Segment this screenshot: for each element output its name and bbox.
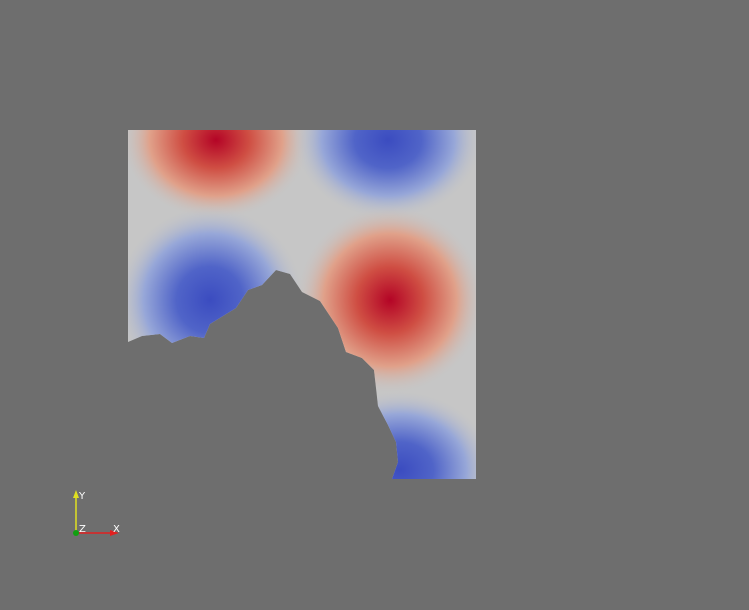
field-trough-bottom-right (305, 390, 476, 479)
field-peak-mid-right (295, 205, 476, 395)
field-trough-top-right (293, 130, 476, 220)
field-peak-top-left (128, 130, 311, 220)
field-trough-mid-left (128, 205, 305, 395)
scalar-field (128, 130, 476, 479)
